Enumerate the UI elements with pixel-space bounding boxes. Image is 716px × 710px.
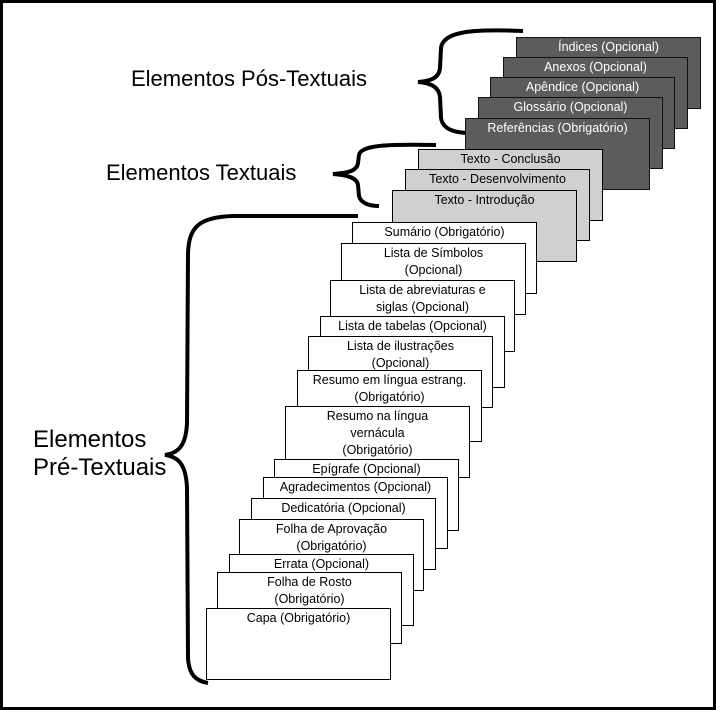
card-text: Lista de ilustrações xyxy=(346,339,454,353)
card-text: Agradecimentos (Opcional) xyxy=(279,480,432,494)
card-text: Lista de Símbolos xyxy=(383,246,484,260)
card-text: Epígrafe (Opcional) xyxy=(312,462,421,476)
card-text: Apêndice (Opcional) xyxy=(525,80,640,94)
card-text: Anexos (Opcional) xyxy=(544,60,647,74)
card-text: Texto - Introdução xyxy=(434,193,535,207)
card-text: Texto - Desenvolvimento xyxy=(429,172,566,186)
card-text: (Obrigatório) xyxy=(274,592,345,606)
card-text: Sumário (Obrigatório) xyxy=(384,225,505,239)
card-text: (Obrigatório) xyxy=(354,390,425,404)
card-text: Texto - Conclusão xyxy=(460,152,561,166)
card-pre-textuais: Capa (Obrigatório) xyxy=(206,608,391,680)
card-text: (Obrigatório) xyxy=(342,443,413,457)
label-pre-textuais-line2: Pré-Textuais xyxy=(33,454,167,481)
card-text: Folha de Rosto xyxy=(267,575,352,589)
brace-pos-textuais xyxy=(417,28,524,135)
card-text: vernácula xyxy=(350,426,405,440)
card-text: (Opcional) xyxy=(404,263,463,277)
card-text: Glossário (Opcional) xyxy=(513,100,628,114)
card-text: Errata (Opcional) xyxy=(273,557,370,571)
brace-pre-textuais xyxy=(164,214,358,685)
label-pre-textuais-line1: Elementos xyxy=(33,426,147,453)
card-text: Resumo na língua xyxy=(326,409,429,423)
card-text: Índices (Opcional) xyxy=(558,40,659,54)
card-text: Lista de abreviaturas e xyxy=(359,283,486,297)
card-text: Capa (Obrigatório) xyxy=(246,611,351,625)
card-text: (Opcional) xyxy=(371,356,430,370)
braces xyxy=(164,28,524,685)
card-text: (Obrigatório) xyxy=(296,539,367,553)
card-text: Folha de Aprovação xyxy=(275,522,388,536)
brace-textuais xyxy=(332,142,437,208)
card-text: Dedicatória (Opcional) xyxy=(281,501,406,515)
label-textuais: Elementos Textuais xyxy=(106,160,297,185)
card-text: Lista de tabelas (Opcional) xyxy=(338,319,487,333)
label-pos-textuais: Elementos Pós-Textuais xyxy=(131,66,367,91)
card-text: Referências (Obrigatório) xyxy=(487,121,628,135)
card-text: siglas (Opcional) xyxy=(375,300,470,314)
card-text: Resumo em língua estrang. xyxy=(312,373,467,387)
